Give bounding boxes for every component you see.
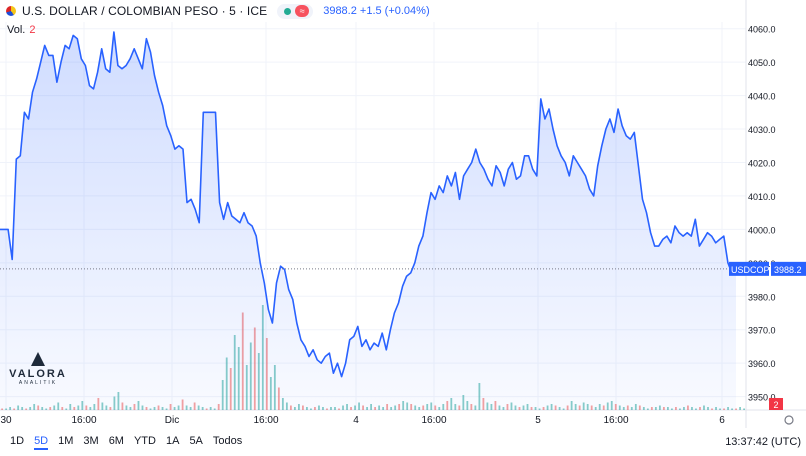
utc-clock[interactable]: 13:37:42 (UTC) [725,436,801,448]
volume-legend[interactable]: Vol. 2 [7,24,35,36]
valora-logo: VALORA ANALITIK [8,352,68,386]
x-tick-label: 16:00 [421,415,446,426]
timeframe-5a[interactable]: 5A [189,434,203,447]
price-axis[interactable]: 4060.0 4050.0 4040.0 4030.0 4020.0 4010.0 4000… [748,25,776,403]
volume-badge-box [769,398,783,410]
x-tick-label: Dic [165,415,179,426]
x-tick-label: 4 [353,415,359,426]
delayed-data-icon: ≈ [295,5,310,17]
chart-header: U.S. DOLLAR / COLOMBIAN PESO · 5 · ICE ≈… [0,0,430,22]
y-tick-label: 4040.0 [748,92,776,102]
y-tick-label: 4020.0 [748,158,776,168]
x-tick-label: 16:00 [253,415,278,426]
price-chart[interactable]: 4060.0 4050.0 4040.0 4030.0 4020.0 4010.0 4000… [0,0,806,428]
symbol-title[interactable]: U.S. DOLLAR / COLOMBIAN PESO · 5 · ICE [22,4,268,18]
y-tick-label: 3970.0 [748,326,776,336]
y-tick-label: 3960.0 [748,359,776,369]
y-tick-label: 4030.0 [748,125,776,135]
volume-value: 2 [29,24,36,36]
timeframe-1d[interactable]: 1D [10,434,25,447]
volume-bar [739,407,741,410]
market-status-pill[interactable]: ≈ [277,3,314,19]
price-tag-box [771,261,806,276]
symbol-tag-box [729,261,769,276]
y-tick-label: 4010.0 [748,192,776,202]
bottom-toolbar: 1D 5D 1M 3M 6M YTD 1A 5A Todos 13:37:42 (UTC) [0,428,806,456]
time-axis[interactable]: 30 16:00 Dic 16:00 4 16:00 5 16:00 6 [0,415,725,426]
last-quote: 3988.2 +1.5 (+0.04%) [323,5,430,17]
timeframe-3m[interactable]: 3M [83,434,99,447]
timeframe-5d[interactable]: 5D [34,435,49,450]
symbol-tag: USDCOP [731,265,770,275]
timeframe-1a[interactable]: 1A [165,434,180,447]
volume-bar [735,408,737,410]
timeframe-ytd[interactable]: YTD [133,434,156,447]
area-fill [0,32,736,410]
y-tick-label: 4050.0 [748,58,776,68]
logo-mark-icon [31,352,45,366]
volume-label: Vol. [7,24,26,36]
y-tick-label: 3950.0 [748,393,776,403]
settings-gear-icon[interactable] [784,415,794,425]
timeframe-6m[interactable]: 6M [108,434,124,447]
x-tick-label: 5 [535,415,541,426]
timeframe-todos[interactable]: Todos [212,434,243,447]
timeframe-selector: 1D 5D 1M 3M 6M YTD 1A 5A Todos [0,435,242,450]
volume-bar [743,408,745,410]
y-tick-label: 3980.0 [748,292,776,302]
price-line [0,31,737,378]
x-tick-label: 30 [0,415,12,426]
price-area [0,31,737,410]
logo-name: VALORA [9,368,67,380]
logo-subtitle: ANALITIK [18,380,58,386]
timeframe-1m[interactable]: 1M [58,434,74,447]
price-tag: 3988.2 [774,265,802,275]
currency-flag-icon [6,6,16,16]
y-tick-label: 4060.0 [748,25,776,35]
market-open-icon [284,7,292,15]
volume-badge: 2 [773,400,778,410]
last-price-marker: USDCOP 3988.2 2 [0,261,806,425]
x-tick-label: 16:00 [71,415,96,426]
x-tick-label: 6 [719,415,725,426]
y-tick-label: 4000.0 [748,225,776,235]
x-tick-label: 16:00 [603,415,628,426]
